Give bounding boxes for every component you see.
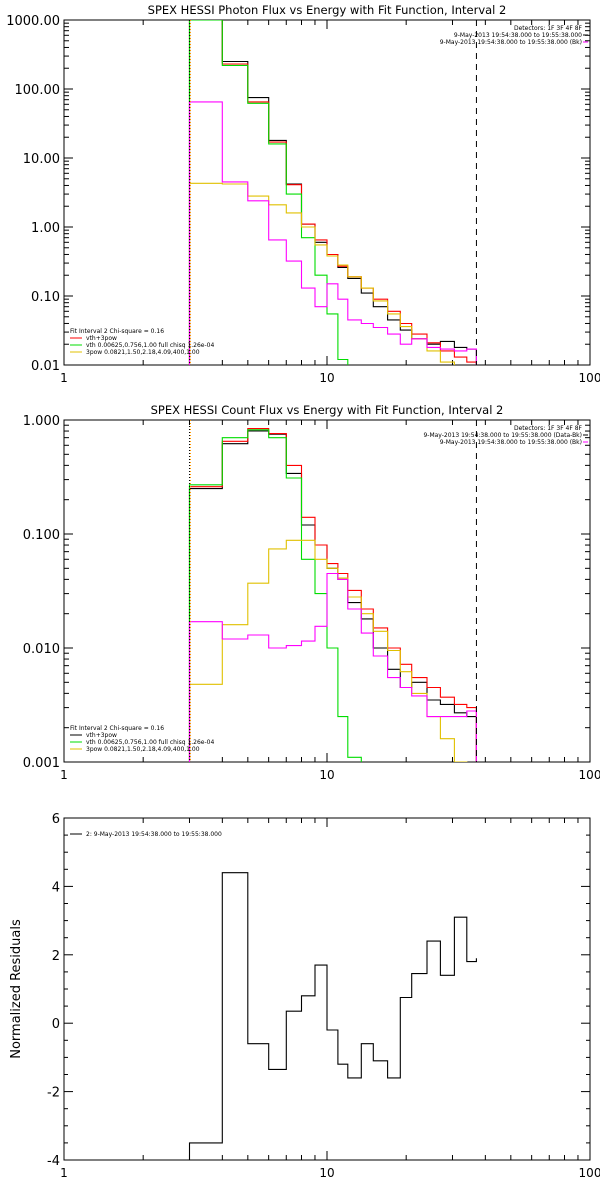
- y-tick-label: 0.100: [23, 528, 60, 543]
- chart-title: SPEX HESSI Photon Flux vs Energy with Fi…: [148, 3, 507, 17]
- y-tick-label: 100.00: [15, 83, 61, 98]
- y-tick-label: 2: [52, 949, 60, 964]
- top-annotation: 9-May-2013 19:54:38.000 to 19:55:38.000 …: [440, 39, 582, 46]
- legend-entry: 3pow 0.0821,1.50,2.18,4.09,400,1.00: [86, 746, 200, 753]
- series-vth-3pow: [188, 20, 477, 365]
- top-annotation: 9-May-2013 19:54:38.000 to 19:55:38.000 …: [423, 432, 582, 439]
- chart-3: Normalized Residuals 1 10 100 6 4 2 0 -2 -4 2: 9-M…: [9, 812, 600, 1180]
- series-group: [188, 428, 477, 762]
- top-annotation: 9-May-2013 19:54:38.000 to 19:55:38.000: [454, 32, 582, 39]
- y-tick-label: 1000.00: [6, 14, 60, 29]
- series-group: [188, 20, 477, 365]
- y-tick-label: 10.00: [23, 152, 60, 167]
- chart-2: SPEX HESSI Count Flux vs Energy with Fit…: [23, 403, 600, 782]
- x-tick-label: 1: [60, 768, 68, 782]
- x-tick-label: 100: [579, 1166, 600, 1180]
- legend-entry: 3pow 0.0821,1.50,2.18,4.09,400,1.00: [86, 349, 200, 356]
- series-background: [188, 101, 477, 365]
- top-annotation: Detectors: 1F 3F 4F 8F: [514, 25, 583, 32]
- legend-entry: vth 0.00625,0.756,1.00 full chisq 1.26e-…: [86, 342, 214, 349]
- legend-entry: vth 0.00625,0.756,1.00 full chisq 1.26e-…: [86, 739, 214, 746]
- y-tick-label: 0.10: [31, 290, 60, 305]
- y-tick-label: 0.010: [23, 642, 60, 657]
- y-tick-label: 4: [52, 880, 60, 895]
- y-tick-label: 0: [52, 1017, 60, 1032]
- series-data: [188, 20, 477, 365]
- chart-title: SPEX HESSI Count Flux vs Energy with Fit…: [151, 403, 504, 417]
- x-tick-label: 10: [319, 371, 334, 385]
- top-annotation: Detectors: 1F 3F 4F 8F: [514, 425, 583, 432]
- legend-entry: vth+3pow: [86, 335, 117, 342]
- y-tick-label: -4: [47, 1154, 60, 1169]
- legend-entry: 2: 9-May-2013 19:54:38.000 to 19:55:38.0…: [86, 831, 222, 838]
- y-tick-label: -2: [47, 1086, 60, 1101]
- series-3pow: [188, 182, 455, 365]
- legend-header: Fit Interval 2 Chi-square = 0.16: [70, 328, 164, 335]
- x-tick-label: 10: [319, 768, 334, 782]
- series-background: [188, 572, 477, 762]
- x-tick-label: 100: [579, 371, 600, 385]
- x-tick-label: 10: [319, 1166, 334, 1180]
- x-tick-label: 1: [60, 371, 68, 385]
- y-tick-label: 1.000: [23, 414, 60, 429]
- series-3pow: [188, 539, 468, 762]
- series-data: [188, 430, 477, 762]
- y-axis-label: Normalized Residuals: [9, 919, 24, 1059]
- top-annotation: 9-May-2013 19:54:38.000 to 19:55:38.000 …: [440, 439, 582, 446]
- x-tick-label: 100: [579, 768, 600, 782]
- y-tick-label: 0.01: [31, 359, 60, 374]
- x-tick-label: 1: [60, 1166, 68, 1180]
- y-tick-label: 1.00: [31, 221, 60, 236]
- series-vth-3pow: [188, 428, 477, 762]
- series-group: [188, 872, 477, 1160]
- y-tick-label: 0.001: [23, 756, 60, 771]
- series-residuals: [188, 872, 477, 1160]
- y-tick-label: 6: [52, 812, 60, 827]
- series-vth: [188, 429, 362, 762]
- series-vth: [188, 20, 349, 365]
- legend-entry: vth+3pow: [86, 732, 117, 739]
- chart-1: SPEX HESSI Photon Flux vs Energy with Fi…: [6, 3, 600, 385]
- legend-header: Fit Interval 2 Chi-square = 0.16: [70, 725, 164, 732]
